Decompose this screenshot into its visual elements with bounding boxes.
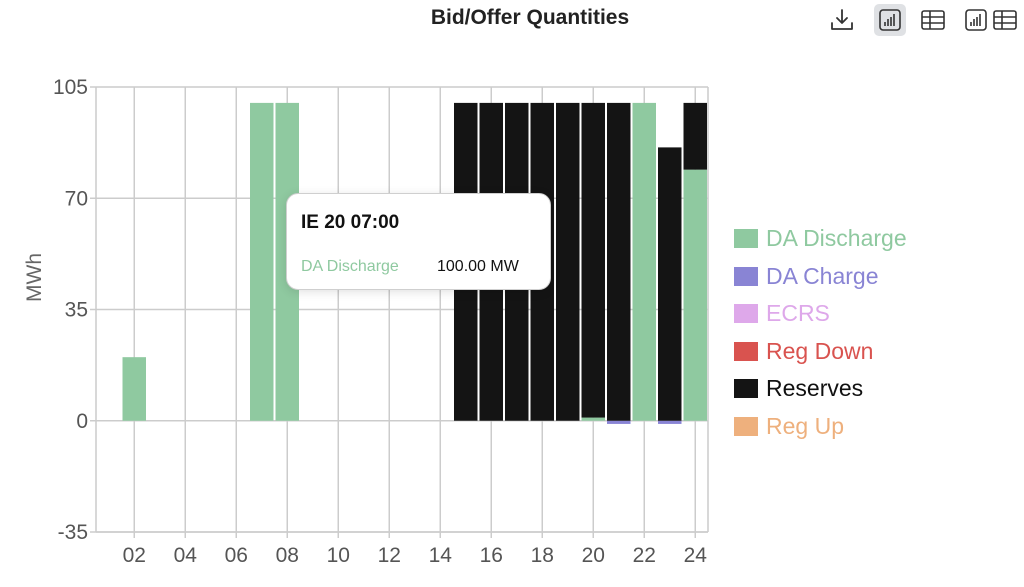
bar-da-discharge-07[interactable] xyxy=(250,102,274,421)
bar-da-discharge-22[interactable] xyxy=(632,102,657,421)
legend-label: Reg Down xyxy=(766,337,874,364)
x-tick-label: 22 xyxy=(633,544,656,567)
legend-item-da-discharge[interactable]: DA Discharge xyxy=(734,220,907,258)
x-tick-label: 04 xyxy=(174,544,198,567)
bar-da-discharge-24[interactable] xyxy=(683,169,708,421)
download-icon xyxy=(831,9,853,30)
legend-item-reg-down[interactable]: Reg Down xyxy=(734,333,907,371)
legend-label: DA Charge xyxy=(766,262,879,289)
table-view-icon xyxy=(921,10,945,30)
legend-item-reserves[interactable]: Reserves xyxy=(734,370,907,408)
legend-swatch xyxy=(734,379,758,399)
legend-label: Reserves xyxy=(766,375,864,402)
bar-da-charge-23[interactable] xyxy=(658,420,682,424)
legend-item-ecrs[interactable]: ECRS xyxy=(734,295,907,333)
download-button[interactable] xyxy=(826,4,858,36)
bar-reserves-19[interactable] xyxy=(556,102,580,421)
x-tick-label: 08 xyxy=(276,544,299,567)
chart-title: Bid/Offer Quantities xyxy=(430,6,630,29)
legend-swatch xyxy=(734,229,758,249)
x-tick-label: 06 xyxy=(225,544,248,567)
legend-swatch xyxy=(734,304,758,324)
legend-item-da-charge[interactable]: DA Charge xyxy=(734,258,907,296)
legend-item-reg-up[interactable]: Reg Up xyxy=(734,408,907,446)
x-tick-label: 16 xyxy=(480,544,503,567)
legend-swatch xyxy=(734,416,758,436)
y-tick-label: 35 xyxy=(65,299,88,322)
table-view-button[interactable] xyxy=(917,4,949,36)
bar-reserves-21[interactable] xyxy=(607,102,631,421)
x-tick-label: 18 xyxy=(531,544,554,567)
y-tick-label: 0 xyxy=(76,410,88,433)
tooltip-title: IE 20 07:00 xyxy=(301,212,400,233)
legend-swatch xyxy=(734,341,758,361)
legend-label: Reg Up xyxy=(766,412,844,439)
x-tick-label: 02 xyxy=(123,544,146,567)
y-tick-label: -35 xyxy=(58,521,88,544)
bar-reserves-24[interactable] xyxy=(683,102,708,170)
x-tick-label: 24 xyxy=(684,544,708,567)
bar-reserves-23[interactable] xyxy=(658,147,682,421)
y-axis-title: MWh xyxy=(23,253,46,302)
x-tick-label: 12 xyxy=(378,544,401,567)
x-tick-label: 10 xyxy=(327,544,350,567)
legend: DA Discharge DA Charge ECRS Reg Down Reserve… xyxy=(734,220,907,445)
legend-label: ECRS xyxy=(766,300,830,327)
tooltip-series-value: 100.00 MW xyxy=(437,258,519,275)
bar-da-discharge-02[interactable] xyxy=(122,357,147,421)
tooltip: IE 20 07:00 DA Discharge 100.00 MW xyxy=(286,193,551,290)
chart-and-table-view-button[interactable] xyxy=(961,4,1023,36)
legend-swatch xyxy=(734,266,758,286)
legend-label: DA Discharge xyxy=(766,225,907,252)
bar-chart-view-icon xyxy=(879,9,901,31)
chart-and-table-view-icon xyxy=(965,9,1017,31)
x-tick-label: 14 xyxy=(429,544,453,567)
bar-da-discharge-20[interactable] xyxy=(581,417,606,421)
tooltip-series-name: DA Discharge xyxy=(301,258,399,275)
y-tick-label: 70 xyxy=(65,187,88,210)
chart-view-button[interactable] xyxy=(874,4,906,36)
bar-da-charge-21[interactable] xyxy=(607,420,631,424)
y-tick-label: 105 xyxy=(53,76,88,99)
bar-reserves-20[interactable] xyxy=(581,102,606,418)
x-tick-label: 20 xyxy=(582,544,605,567)
